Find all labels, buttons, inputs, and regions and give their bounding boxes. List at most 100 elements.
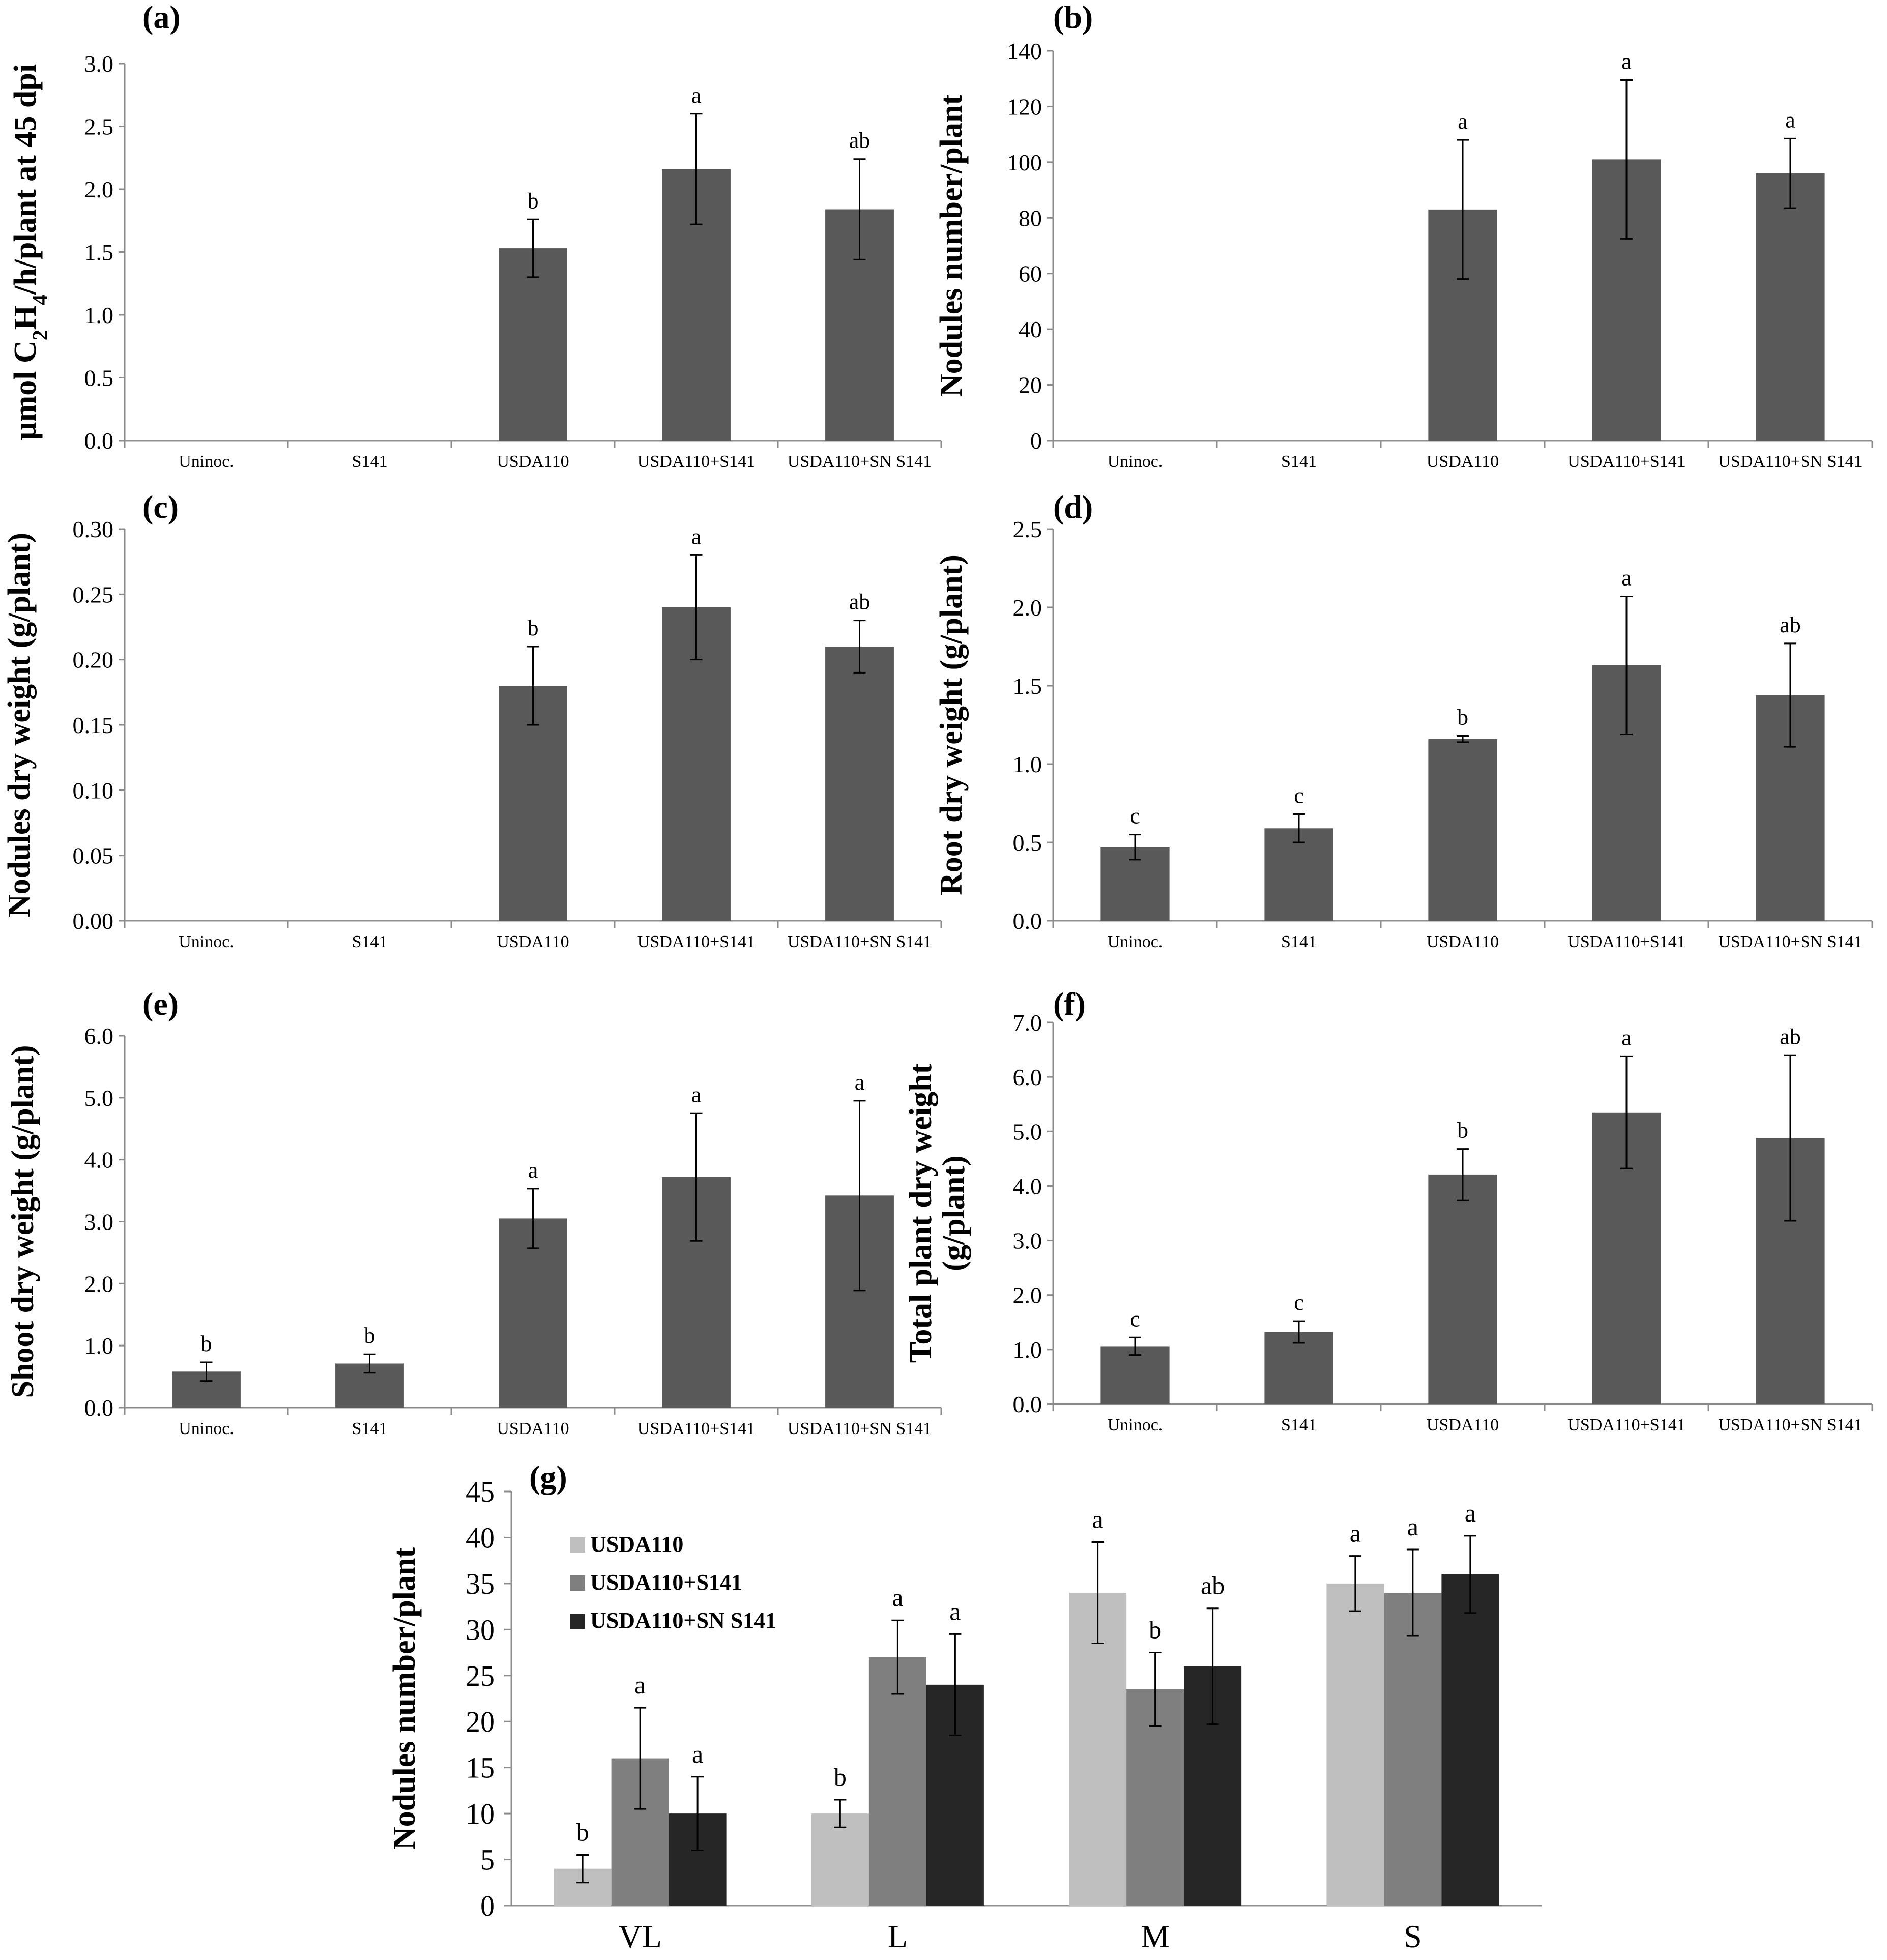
y-axis-label: (g/plant) (937, 1155, 971, 1271)
y-tick-label: 1.0 (1013, 751, 1042, 777)
y-tick-label: 6.0 (84, 1023, 114, 1049)
y-axis-label: Shoot dry weight (g/plant) (6, 1045, 40, 1398)
y-tick-label: 4.0 (1013, 1173, 1042, 1199)
bar (499, 1218, 567, 1408)
x-tick-label: USDA110 (1427, 452, 1499, 471)
y-tick-label: 2.0 (1013, 595, 1042, 621)
y-tick-label: 0.20 (73, 647, 114, 673)
y-tick-label: 40 (466, 1521, 495, 1554)
x-tick-label: M (1141, 1918, 1170, 1954)
y-axis-label-part: µmol C (8, 340, 43, 440)
y-tick-label: 120 (1007, 94, 1042, 120)
y-tick-label: 1.5 (84, 240, 114, 266)
bar (1428, 739, 1497, 921)
y-tick-label: 15 (466, 1751, 495, 1785)
y-tick-label: 3.0 (84, 51, 114, 77)
y-tick-label: 1.0 (84, 1333, 114, 1359)
y-axis-label-part: 2 (29, 330, 52, 340)
x-tick-label: USDA110+S141 (1567, 932, 1685, 951)
y-tick-label: 3.0 (1013, 1228, 1042, 1254)
x-tick-label: Uninoc. (1108, 1416, 1163, 1435)
y-axis-label-part: Nodules number/plant (387, 1547, 422, 1850)
y-axis-label-part: Root dry weight (g/plant) (934, 554, 969, 895)
significance-letter: a (1621, 565, 1632, 590)
y-tick-label: 60 (1019, 261, 1042, 287)
x-tick-label: USDA110 (497, 452, 569, 471)
significance-letter: ab (849, 128, 870, 153)
y-axis-label-part: Total plant dry weight (904, 1063, 938, 1363)
legend-swatch (570, 1537, 585, 1553)
panel-label: (b) (1053, 0, 1093, 35)
significance-letter: b (576, 1818, 589, 1847)
panel-label: (c) (142, 489, 179, 525)
y-tick-label: 30 (466, 1613, 495, 1646)
x-tick-label: USDA110+S141 (637, 452, 755, 471)
significance-letter: a (691, 524, 702, 549)
significance-letter: c (1294, 1290, 1304, 1315)
y-tick-label: 35 (466, 1567, 495, 1600)
significance-letter: b (201, 1331, 212, 1356)
x-tick-label: Uninoc. (1108, 452, 1163, 471)
significance-letter: a (1458, 109, 1468, 134)
y-axis-label: Total plant dry weight (904, 1063, 938, 1363)
significance-letter: a (1092, 1505, 1104, 1533)
y-tick-label: 0.10 (73, 777, 114, 803)
y-tick-label: 0.25 (73, 581, 114, 607)
significance-letter: a (855, 1070, 865, 1095)
x-tick-label: S (1404, 1918, 1422, 1954)
chart-panel-c: (c) 0.00 0.05 0.10 0.15 0.20 0.25 0.30 Uninoc. S1… (2, 489, 942, 951)
x-tick-label: Uninoc. (1108, 932, 1163, 951)
y-tick-label: 2.0 (84, 1271, 114, 1297)
bar (1264, 1332, 1333, 1404)
x-tick-label: Uninoc. (179, 932, 234, 951)
x-tick-label: S141 (1281, 1416, 1317, 1435)
y-axis-label: µmol C2H4/h/plant at 45 dpi (8, 64, 52, 440)
y-axis-label-part: Nodules number/plant (934, 95, 969, 397)
y-tick-label: 5.0 (84, 1085, 114, 1111)
significance-letter: b (1457, 1118, 1468, 1143)
significance-letter: a (892, 1583, 903, 1612)
significance-letter: ab (1780, 612, 1801, 637)
y-axis-label-part: H (8, 305, 43, 330)
panel-label: (f) (1053, 986, 1086, 1022)
panel-label: (d) (1053, 489, 1093, 525)
y-axis-label-part: Nodules dry weight (g/plant) (2, 533, 37, 917)
bar (499, 248, 567, 441)
y-tick-label: 4.0 (84, 1147, 114, 1173)
x-tick-label: S141 (1281, 452, 1317, 471)
y-axis-label: Nodules dry weight (g/plant) (2, 533, 37, 917)
significance-letter: a (1621, 49, 1632, 74)
significance-letter: b (528, 188, 539, 213)
x-tick-label: USDA110+SN S141 (788, 452, 932, 471)
chart-panel-f: (f) 0.0 1.0 2.0 3.0 4.0 5.0 6.0 7.0 Uninoc. c S141 c… (904, 986, 1873, 1435)
significance-letter: a (1350, 1519, 1361, 1547)
y-tick-label: 40 (1019, 316, 1042, 342)
y-axis-label-part: 4 (29, 295, 52, 305)
y-axis-label: Root dry weight (g/plant) (934, 554, 969, 895)
y-tick-label: 100 (1007, 150, 1042, 175)
x-tick-label: USDA110 (1427, 1416, 1499, 1435)
significance-letter: a (691, 83, 702, 108)
y-tick-label: 0.5 (1013, 830, 1042, 856)
y-tick-label: 20 (466, 1705, 495, 1738)
panel-label: (a) (142, 0, 181, 35)
panel-label: (e) (142, 986, 179, 1022)
significance-letter: a (691, 1082, 702, 1107)
chart-panel-a: (a) 0.0 0.5 1.0 1.5 2.0 2.5 3.0 Uninoc. S141 USDA1… (8, 0, 942, 471)
legend-swatch (570, 1575, 585, 1591)
significance-letter: b (364, 1323, 375, 1348)
legend-label: USDA110+S141 (590, 1570, 742, 1595)
x-tick-label: S141 (352, 452, 388, 471)
y-tick-label: 0 (1030, 428, 1042, 454)
x-tick-label: S141 (352, 932, 388, 951)
y-axis-label-part: Shoot dry weight (g/plant) (6, 1045, 40, 1398)
chart-panel-e: (e) 0.0 1.0 2.0 3.0 4.0 5.0 6.0 Uninoc. b S141 b USD… (6, 986, 942, 1438)
significance-letter: a (1621, 1025, 1632, 1050)
x-tick-label: USDA110+SN S141 (1718, 452, 1862, 471)
significance-letter: a (528, 1158, 538, 1183)
y-tick-label: 2.5 (84, 114, 114, 140)
significance-letter: a (1785, 107, 1795, 132)
bar (1428, 1174, 1497, 1404)
